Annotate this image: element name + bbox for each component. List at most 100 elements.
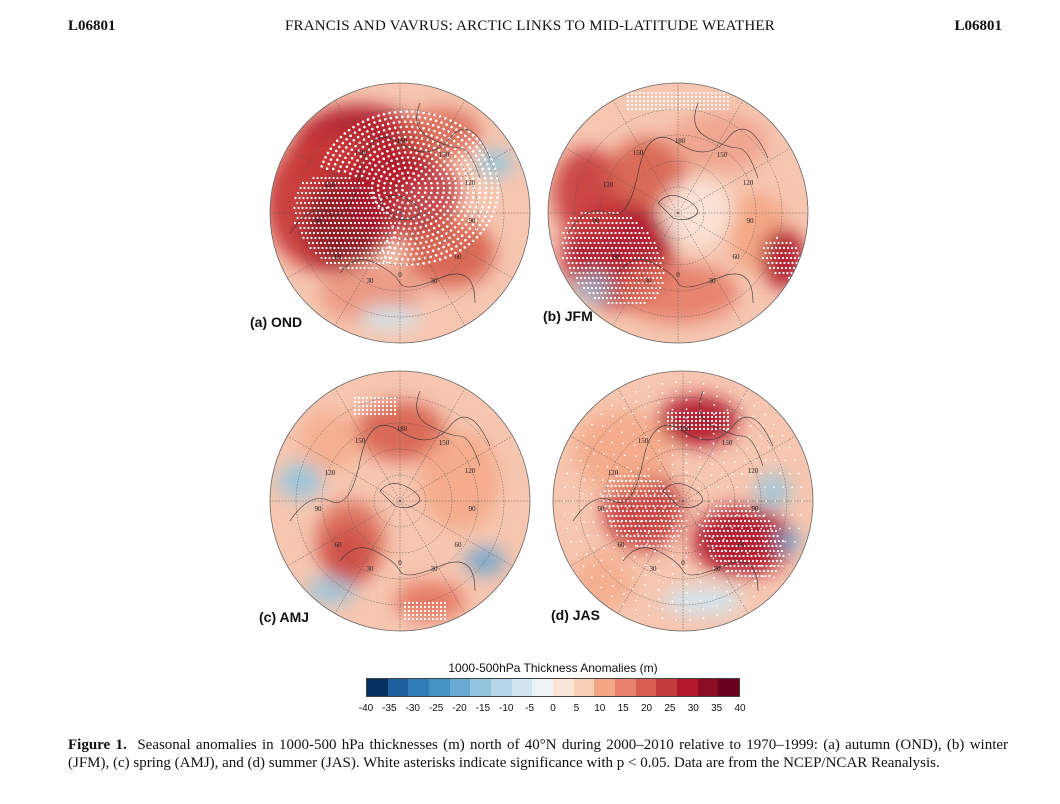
significance-asterisks [293, 110, 500, 270]
colorbar-title: 1000-500hPa Thickness Anomalies (m) [448, 661, 658, 675]
caption-text: Seasonal anomalies in 1000-500 hPa thick… [68, 737, 1009, 771]
colorbar-tick-label: -25 [428, 703, 444, 714]
colorbar-tick-label: -40 [358, 703, 374, 714]
header-right-id: L06801 [954, 18, 1002, 34]
longitude-label: 90 [752, 505, 760, 513]
longitude-label: 120 [748, 467, 759, 475]
coastline [289, 390, 491, 592]
colorbar-cell [367, 679, 388, 696]
longitude-label: 120 [465, 467, 476, 475]
longitude-label: 30 [650, 565, 658, 573]
longitude-label: 150 [355, 437, 366, 445]
colorbar-tick-label: 40 [734, 703, 746, 714]
longitude-label: 0 [398, 559, 402, 567]
colorbar-cell [449, 679, 471, 696]
longitude-label: 90 [593, 217, 601, 225]
colorbar-tick-label: -15 [475, 703, 491, 714]
header-running-title: FRANCIS AND VAVRUS: ARCTIC LINKS TO MID-… [285, 18, 775, 34]
colorbar-tick-label: 20 [640, 703, 653, 714]
header-left-id: L06801 [68, 18, 116, 34]
map-boundary [269, 82, 531, 344]
anomaly-field [420, 431, 500, 531]
colorbar-cell [511, 679, 533, 696]
longitude-label: 150 [633, 149, 644, 157]
coastline [289, 102, 491, 304]
map-boundary [552, 370, 814, 632]
panel-label-ond: (a) OND [250, 314, 303, 330]
coastline [567, 102, 769, 304]
colorbar-tick-label: -20 [452, 703, 467, 714]
colorbar-tick-label: -10 [499, 703, 514, 714]
anomaly-field [573, 411, 673, 491]
longitude-label: 60 [455, 541, 463, 549]
longitude-label: 180 [397, 425, 408, 433]
anomaly-field [608, 138, 688, 208]
colorbar-cell [429, 679, 450, 696]
colorbar-tick-label: -5 [525, 703, 535, 714]
colorbar-ticks: -40 -35 -30 -25 -20 -15 -10 -5 0 5 10 15 20 25 30 35 40 [359, 703, 746, 717]
colorbar-cell [615, 679, 636, 696]
longitude-label: 30 [645, 277, 653, 285]
longitude-label: 120 [608, 469, 619, 477]
polar-map-svg: 180 150 150 120 120 90 90 60 60 30 30 0 [547, 82, 809, 344]
longitude-label: 30 [367, 565, 375, 573]
longitude-label: 30 [431, 277, 439, 285]
longitude-label: 120 [325, 469, 336, 477]
panel-label-amj: (c) AMJ [259, 609, 310, 625]
colorbar-tick-label: -30 [405, 703, 420, 714]
figure-caption: Figure 1. Seasonal anomalies in 1000-500… [68, 737, 1008, 772]
colorbar-cell [697, 679, 719, 696]
longitude-label: 90 [598, 505, 606, 513]
polar-map-ond: 180 150 150 120 120 90 90 60 60 30 30 0 [265, 78, 535, 348]
longitude-label: 90 [747, 217, 755, 225]
longitude-label: 60 [733, 253, 741, 261]
longitude-label: 150 [439, 151, 450, 159]
significance-asterisks [563, 381, 803, 621]
longitude-label: 180 [397, 137, 408, 145]
longitude-label: 60 [618, 541, 626, 549]
map-boundary [269, 370, 531, 632]
colorbar-tick-label: -35 [382, 703, 397, 714]
longitude-label: 150 [638, 437, 649, 445]
colorbar-cell [573, 679, 595, 696]
colorbar-tick-label: 0 [550, 703, 556, 714]
anomaly-field [315, 501, 385, 581]
longitude-label: 150 [722, 439, 733, 447]
longitude-label: 30 [367, 277, 375, 285]
colorbar-cell [677, 679, 698, 696]
polar-map-amj: 180 150 150 120 120 90 90 60 60 30 30 0 [265, 366, 535, 636]
longitude-label: 180 [675, 137, 686, 145]
longitude-label: 90 [315, 217, 323, 225]
colorbar-cell [491, 679, 512, 696]
longitude-label: 90 [469, 505, 477, 513]
polar-map-svg: 180 150 150 120 120 90 90 60 60 30 30 0 [269, 82, 531, 344]
map-boundary [547, 82, 809, 344]
graticule [270, 83, 530, 343]
significance-asterisks [561, 91, 805, 305]
longitude-label: 180 [680, 425, 691, 433]
anomaly-field [663, 586, 743, 616]
colorbar-cell [532, 679, 554, 696]
longitude-label: 90 [469, 217, 477, 225]
longitude-label: 0 [398, 271, 402, 279]
anomaly-field [553, 148, 623, 238]
longitude-label: 60 [455, 253, 463, 261]
anomaly-field [776, 529, 800, 553]
colorbar-cell [594, 679, 616, 696]
colorbar-cell [718, 679, 740, 696]
polar-map-svg: 180 150 150 120 120 90 90 60 60 30 30 0 [269, 370, 531, 632]
longitude-label: 0 [676, 271, 680, 279]
longitude-label: 0 [681, 559, 685, 567]
colorbar-tick-label: 10 [594, 703, 606, 714]
anomaly-field [300, 411, 360, 471]
longitude-label: 30 [431, 565, 439, 573]
anomaly-field [477, 149, 513, 177]
longitude-label: 60 [613, 253, 621, 261]
anomaly-field [278, 463, 322, 499]
panel-label-jfm: (b) JFM [543, 308, 593, 324]
anomaly-field [360, 306, 420, 330]
colorbar-cell [470, 679, 492, 696]
longitude-label: 120 [325, 181, 336, 189]
caption-figure-number: Figure 1. [68, 737, 127, 753]
coastline [572, 390, 774, 592]
